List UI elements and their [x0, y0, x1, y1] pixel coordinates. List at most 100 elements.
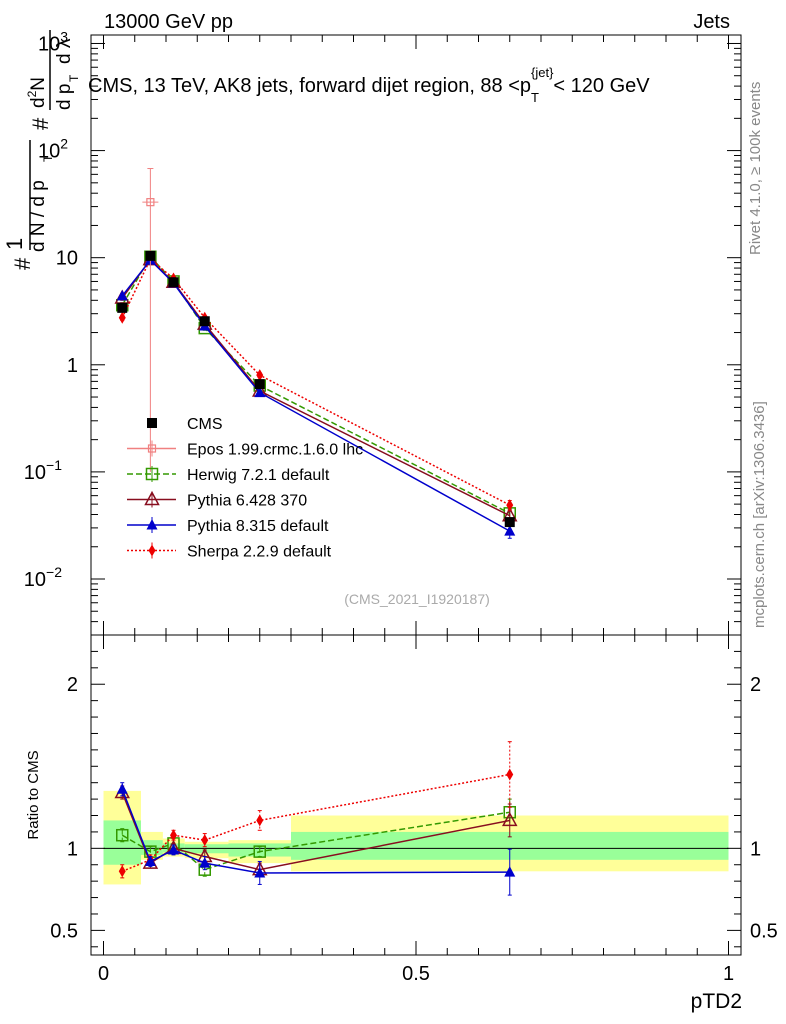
main-ytick-label: 10−1 [24, 457, 62, 484]
ytick-base: 1 [67, 355, 78, 377]
legend-item: Epos 1.99.crmc.1.6.0 lhc [127, 440, 363, 459]
ytitle-d2n: d2N [25, 77, 49, 108]
ratio-series-pythia [116, 782, 516, 896]
data-point [118, 311, 126, 324]
ytick-base: 10 [24, 462, 46, 484]
series-line [121, 258, 511, 532]
ytick-base: 10 [38, 141, 60, 163]
data-point [116, 783, 128, 794]
title-p-sup: {jet} [531, 65, 554, 80]
ratio-ytick-label: 1 [67, 838, 78, 860]
ratio-panel: 0.5 0.51 12 2 0 0.5 1 [50, 634, 778, 985]
data-point [144, 855, 156, 866]
legend-label: Sherpa 2.2.9 default [187, 544, 332, 561]
ratio-ytick-label: 0.5 [50, 920, 78, 942]
data-point [253, 845, 266, 858]
main-ytick-label: 103 [38, 28, 68, 55]
data-point [199, 316, 210, 327]
data-point [254, 866, 266, 878]
mcplots-label: mcplots.cern.ch [arXiv:1306.3436] [751, 401, 768, 628]
data-point [117, 302, 128, 313]
ytick-base: 10 [38, 33, 60, 55]
rivet-label: Rivet 4.1.0, ≥ 100k events [747, 82, 764, 255]
ratio-frame [90, 634, 742, 956]
data-point [147, 444, 157, 453]
legend-item: Pythia 8.315 default [127, 517, 329, 535]
data-point [254, 386, 266, 398]
legend-label: Pythia 8.315 default [187, 518, 329, 535]
title-main: CMS, 13 TeV, AK8 jets, forward dijet reg… [88, 75, 520, 97]
main-ytick-label: 1 [67, 355, 78, 377]
ratio-ytick-label-right: 2 [750, 674, 761, 696]
ytick-exp: −2 [46, 564, 62, 580]
legend-item: Herwig 7.2.1 default [127, 466, 330, 484]
data-point [506, 499, 514, 512]
legend-label: Pythia 6.428 370 [187, 493, 307, 510]
ytitle-hash2: # [28, 117, 53, 130]
data-point [145, 467, 159, 481]
data-point [254, 379, 265, 390]
ytitle-n: N [28, 77, 49, 91]
xtick-label: 1 [723, 963, 734, 985]
ratio-y-axis-title: Ratio to CMS [25, 750, 42, 839]
legend-item: Sherpa 2.2.9 default [127, 542, 332, 561]
xtick-label: 0.5 [402, 963, 430, 985]
data-point [504, 866, 516, 877]
main-ytick-label: 102 [38, 136, 68, 163]
title-tail: < 120 GeV [553, 75, 650, 97]
main-x-ticks [103, 35, 729, 635]
series-pythia [116, 254, 516, 539]
title-p: p [520, 75, 531, 97]
header-right: Jets [693, 11, 730, 33]
ytick-base: 10 [24, 569, 46, 591]
series-line [121, 257, 511, 506]
ytitle-dn-sub: T [41, 154, 55, 162]
ytitle-dn: d N / d p [28, 180, 49, 252]
ytitle-d-sup: 2 [25, 90, 39, 97]
data-point [146, 519, 158, 530]
data-point [145, 250, 156, 261]
main-ytick-label: 10 [56, 248, 78, 270]
plot-title: CMS, 13 TeV, AK8 jets, forward dijet reg… [88, 65, 650, 105]
data-point [256, 369, 264, 382]
legend-label: Herwig 7.2.1 default [187, 467, 330, 484]
data-point [168, 277, 179, 288]
data-point [504, 517, 515, 528]
ratio-ytick-label: 2 [67, 674, 78, 696]
ytitle-dpt-sub: T [67, 74, 81, 82]
ratio-series [114, 741, 518, 896]
main-y-axis-title: # 1 d N / d p T # d2N d p T d λ [2, 30, 81, 270]
data-point [199, 857, 211, 868]
ratio-line [121, 788, 510, 874]
ytick-exp: 2 [60, 136, 68, 152]
header-left: 13000 GeV pp [104, 11, 233, 33]
ratio-bands [103, 790, 729, 885]
data-point [501, 811, 518, 827]
analysis-watermark: (CMS_2021_I1920187) [344, 591, 490, 607]
data-point [116, 289, 128, 301]
ytitle-one: 1 [2, 238, 27, 250]
data-point [170, 829, 177, 842]
legend-item: Pythia 6.428 370 [127, 490, 307, 510]
legend-label: CMS [187, 416, 223, 433]
data-point [147, 418, 157, 428]
series-cms [117, 250, 515, 528]
data-point [118, 865, 126, 878]
ratio-line [121, 773, 510, 873]
ytick-base: 10 [56, 248, 78, 270]
x-axis-title: pTD2 [691, 990, 742, 1013]
legend-label: Epos 1.99.crmc.1.6.0 lhc [187, 442, 363, 459]
data-point [506, 768, 514, 781]
legend: CMS Epos 1.99.crmc.1.6.0 lhc Herwig 7.2.1 … [127, 416, 363, 561]
data-point [116, 828, 129, 842]
data-point [256, 814, 264, 827]
main-series [114, 168, 518, 539]
data-point [144, 490, 160, 506]
ytick-exp: 3 [60, 28, 68, 44]
ratio-ytick-label-right: 1 [750, 838, 761, 860]
data-point [146, 198, 155, 207]
data-point [168, 843, 179, 855]
